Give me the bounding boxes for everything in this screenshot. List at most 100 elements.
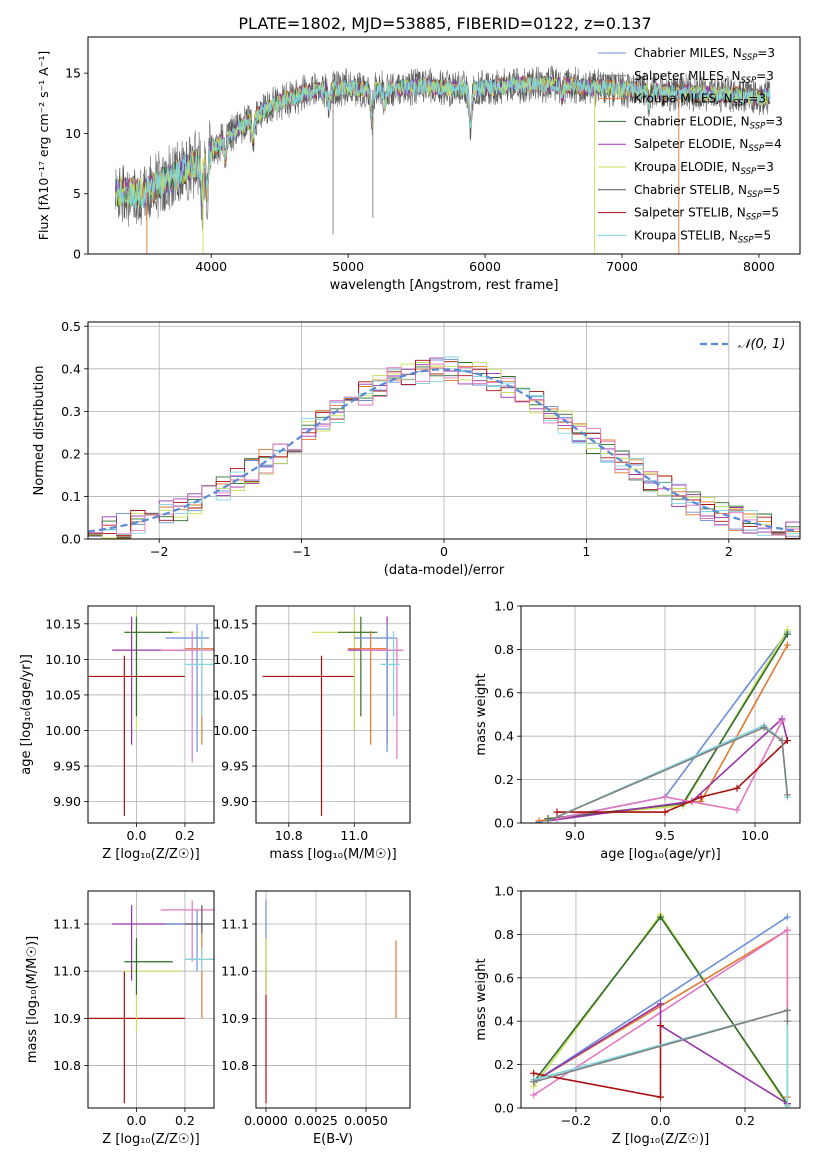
weight-marker — [733, 806, 741, 814]
x-tick-label: 0.0050 — [344, 1113, 388, 1128]
y-tick-label: 11.0 — [221, 964, 249, 979]
legend-label-suffix: =5 — [761, 206, 779, 220]
y-tick-label: 10 — [65, 126, 81, 141]
x-axis-label: mass [log₁₀(M/M☉)] — [269, 847, 396, 862]
weight-lines — [535, 626, 791, 823]
legend-label: Kroupa STELIB, NSSP=5 — [634, 228, 771, 245]
spectrum-line-kroupa-stelib — [115, 76, 771, 209]
errorbar-points — [265, 900, 397, 1104]
histogram-pink — [88, 363, 800, 536]
y-tick-label: 0.8 — [494, 642, 514, 657]
legend-label: Salpeter MILES, NSSP=3 — [634, 69, 774, 86]
weight-marker — [661, 793, 669, 801]
weight-marker — [535, 817, 543, 823]
weight-marker — [544, 817, 552, 823]
weight-marker — [733, 784, 741, 792]
legend-label-suffix: =3 — [756, 69, 774, 83]
legend-label-sub: SSP — [741, 76, 757, 86]
y-tick-label: 0.6 — [494, 685, 514, 700]
legend-label-text: Salpeter MILES, N — [634, 69, 741, 83]
x-tick-label: 10.8 — [275, 828, 303, 843]
y-tick-label: 1.0 — [494, 884, 514, 899]
legend-label-suffix: =4 — [764, 137, 782, 151]
axes-frame — [87, 890, 215, 1109]
weight-marker — [783, 791, 791, 799]
x-tick-label: 4000 — [195, 259, 227, 274]
y-axis-label: Flux [fλ10⁻¹⁷ erg cm⁻² s⁻¹ A⁻¹] — [36, 51, 51, 240]
y-tick-label: 0.2 — [494, 1057, 514, 1072]
weight-marker — [657, 1022, 664, 1030]
y-tick-label: 0.1 — [61, 489, 81, 504]
y-tick-label: 10.15 — [45, 616, 81, 631]
legend-label-sub: SSP — [748, 144, 764, 154]
x-axis-label: (data-model)/error — [384, 563, 505, 578]
legend-label-text: Kroupa STELIB, N — [634, 228, 738, 242]
legend-label: Kroupa MILES, NSSP=3 — [634, 92, 766, 109]
y-tick-label: 0.0 — [61, 532, 81, 547]
legend-label-suffix: =3 — [748, 92, 766, 106]
y-tick-label: 0.8 — [494, 927, 514, 942]
legend-label-suffix: =3 — [757, 46, 775, 60]
x-tick-label: 6000 — [469, 259, 501, 274]
y-axis-label: mass weight — [474, 958, 489, 1040]
weight-marker — [783, 913, 791, 921]
legend-label: 𝒩(0, 1) — [738, 337, 785, 352]
y-tick-label: 0.0 — [494, 816, 514, 831]
y-tick-label: 11.1 — [221, 917, 249, 932]
y-tick-label: 10.9 — [221, 1011, 249, 1026]
x-tick-label: 11.0 — [340, 828, 368, 843]
y-tick-label: 0 — [73, 247, 81, 262]
y-axis-label: age [log₁₀(age/yr)] — [19, 654, 34, 775]
legend-label-sub: SSP — [741, 167, 757, 177]
x-axis-label: Z [log₁₀(Z/Z☉)] — [102, 1132, 199, 1147]
weight-marker — [783, 926, 791, 934]
legend-label: Chabrier ELODIE, NSSP=3 — [634, 114, 783, 131]
x-tick-label: 0.2 — [175, 1113, 195, 1128]
x-tick-label: 0.0 — [127, 1113, 147, 1128]
legend-label-suffix: =3 — [756, 160, 774, 174]
legend-label: Kroupa ELODIE, NSSP=3 — [634, 160, 774, 177]
y-tick-label: 0.4 — [494, 729, 514, 744]
y-tick-label: 0.4 — [61, 361, 81, 376]
x-tick-label: 0.0025 — [294, 1113, 338, 1128]
legend-label: Salpeter ELODIE, NSSP=4 — [634, 137, 782, 154]
y-tick-label: 0.2 — [494, 772, 514, 787]
y-tick-label: 0.6 — [494, 970, 514, 985]
y-tick-label: 0.2 — [61, 446, 81, 461]
x-tick-label: 1 — [582, 544, 590, 559]
legend-label-sub: SSP — [750, 121, 766, 131]
y-tick-label: 11.1 — [53, 917, 81, 932]
legend-label-suffix: =3 — [765, 114, 783, 128]
legend-label-sub: SSP — [738, 235, 754, 245]
weight-marker — [783, 1102, 791, 1108]
y-tick-label: 0.3 — [61, 404, 81, 419]
y-tick-label: 11.0 — [53, 964, 81, 979]
weight-lines — [530, 911, 791, 1108]
y-axis-label: mass [log₁₀(M/M☉)] — [25, 936, 40, 1063]
y-tick-label: 0.4 — [494, 1014, 514, 1029]
x-tick-label: 2 — [725, 544, 733, 559]
weight-marker — [783, 1006, 791, 1014]
weight-marker — [530, 1091, 538, 1099]
spectrum-line-salpeter-miles — [115, 65, 771, 230]
legend-label-sub: SSP — [747, 190, 763, 200]
weight-marker — [657, 1093, 664, 1101]
panel-residuals: −2 −1 0 1 2 0.0 0.1 0.2 0.3 0.4 0.5 (data-model)/er… — [32, 319, 801, 578]
x-tick-label: 8000 — [743, 259, 775, 274]
legend-label-text: Salpeter STELIB, N — [634, 206, 746, 220]
x-tick-label: 7000 — [606, 259, 638, 274]
weight-series — [547, 633, 789, 820]
y-tick-label: 10.15 — [213, 616, 249, 631]
legend-label: Salpeter STELIB, NSSP=5 — [634, 206, 779, 223]
axes-frame — [520, 605, 801, 824]
weight-series — [547, 629, 789, 820]
weight-series — [538, 631, 789, 823]
legend-label: Chabrier MILES, NSSP=3 — [634, 46, 775, 63]
weight-marker — [657, 1000, 664, 1008]
panel-age_vs_mass: 10.8 11.0 9.90 9.95 10.00 10.05 10.10 10.15 mass… — [213, 605, 411, 862]
legend-label-text: Chabrier MILES, N — [634, 46, 742, 60]
gaussian-curve — [88, 368, 798, 533]
weight-marker — [530, 1078, 538, 1086]
y-tick-label: 0.5 — [61, 319, 81, 334]
y-tick-label: 9.90 — [221, 794, 249, 809]
